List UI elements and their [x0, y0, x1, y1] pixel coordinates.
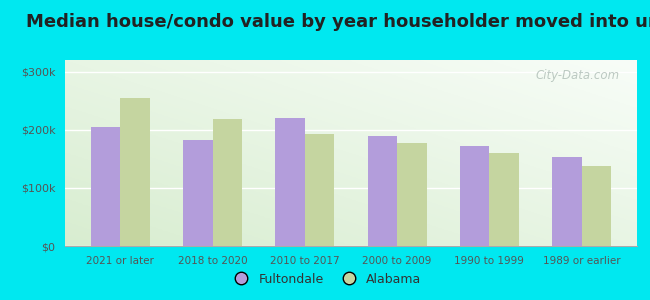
Bar [183, 140, 213, 246]
Bar [489, 153, 519, 246]
Bar [460, 146, 489, 246]
Bar [582, 166, 611, 246]
Bar [305, 134, 334, 246]
Bar [552, 157, 582, 246]
Bar [91, 127, 120, 246]
Text: City-Data.com: City-Data.com [536, 69, 620, 82]
Bar [368, 136, 397, 246]
Bar [397, 142, 426, 246]
Title: Median house/condo value by year householder moved into unit: Median house/condo value by year househo… [26, 13, 650, 31]
Legend: Fultondale, Alabama: Fultondale, Alabama [224, 268, 426, 291]
Bar [120, 98, 150, 246]
Bar [213, 119, 242, 246]
Bar [276, 118, 305, 246]
